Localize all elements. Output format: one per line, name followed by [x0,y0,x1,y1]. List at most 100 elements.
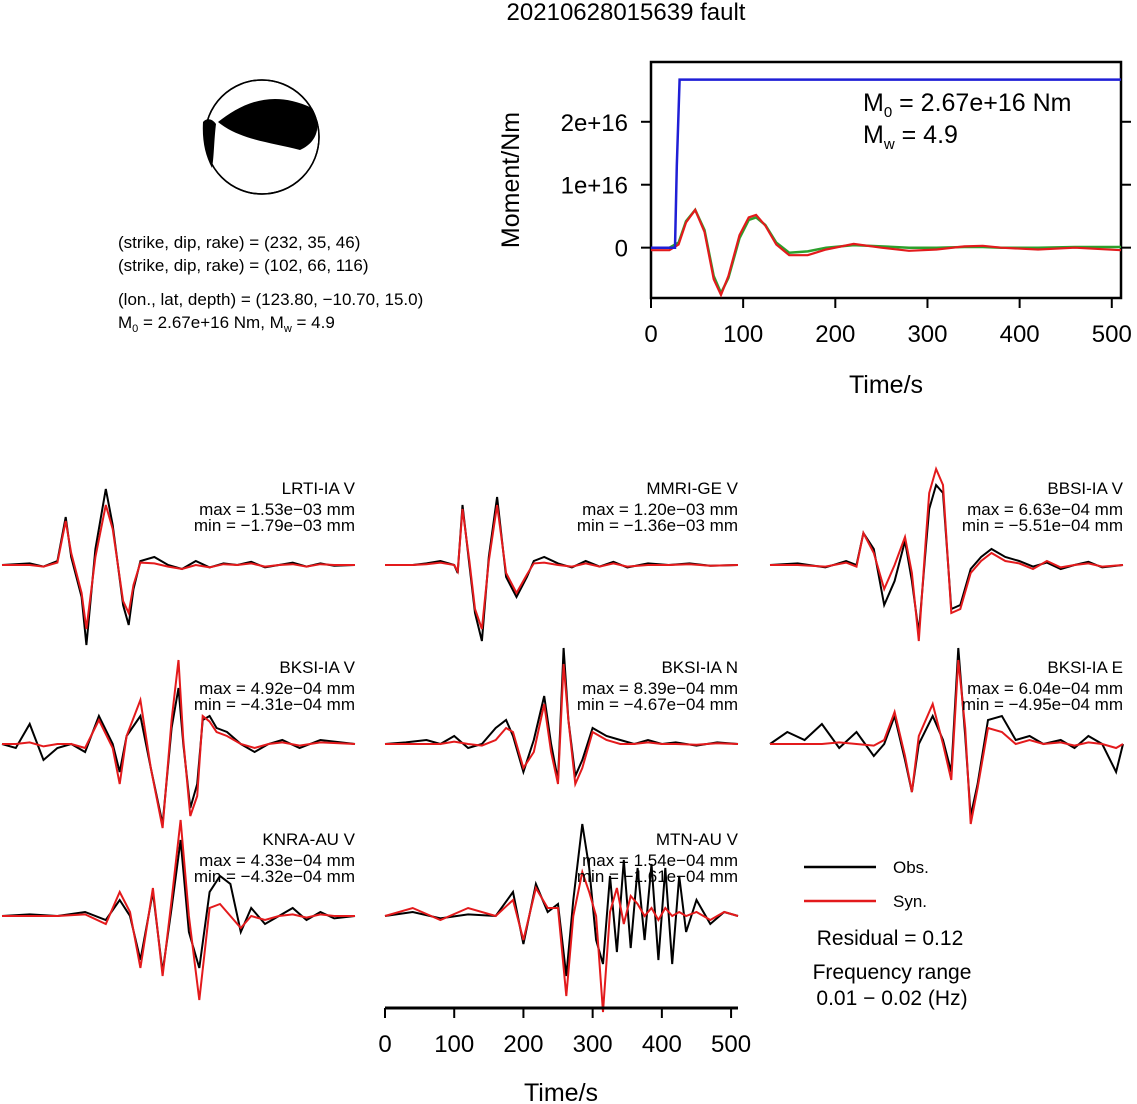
moment-m0-annotation: M0 = 2.67e+16 Nm [863,89,1071,121]
station-min: min = −1.61e−04 mm [577,867,738,886]
station-min: min = −4.67e−04 mm [577,695,738,714]
moment-xtick-label: 400 [1000,321,1040,348]
moment-ytick-label: 0 [615,236,628,263]
residual-text: Residual = 0.12 [817,927,964,950]
station-name: MMRI-GE V [646,479,738,498]
time-axis-tick-label: 100 [434,1031,474,1058]
moment-rate-synthetic-line [651,207,1122,298]
legend-obs-label: Obs. [893,858,929,877]
time-axis-tick-label: 500 [711,1031,751,1058]
cumulative-moment-line [651,78,1121,249]
synthetic-waveform [770,659,1124,825]
moment-xtick-label: 300 [907,321,947,348]
synthetic-waveform [384,868,739,1013]
synthetic-waveform [770,466,1124,642]
station-min: min = −4.95e−04 mm [962,695,1123,714]
magnitude-line: M0 = 2.67e+16 Nm, Mw = 4.9 [118,313,335,335]
time-axis-tick-label: 400 [642,1031,682,1058]
synthetic-waveform [2,504,355,630]
station-name: BKSI-IA V [279,658,355,677]
synthetic-waveform [385,504,739,630]
station-min: min = −4.31e−04 mm [194,695,355,714]
location-line: (lon., lat, depth) = (123.80, −10.70, 15… [118,290,423,309]
mechanism-info: (strike, dip, rake) = (232, 35, 46) (str… [118,233,423,335]
m0-subscript: 0 [132,323,138,335]
mw-value: = 4.9 [292,313,335,332]
station-max: max = 1.54e−04 mm [582,851,738,870]
beachball-compressional-sliver [202,119,216,168]
beachball [202,79,320,195]
station-min: min = −1.79e−03 mm [194,516,355,535]
annot-m0-symbol: M [863,89,884,117]
synthetic-waveform [385,663,739,788]
frequency-title: Frequency range [813,961,972,984]
moment-xtick-label: 100 [723,321,763,348]
moment-panel-frame [649,60,1123,300]
moment-ylabel: Moment/Nm [497,112,525,248]
moment-ytick-label: 2e+16 [561,110,628,137]
beachball-border [204,79,320,195]
station-min: min = −1.36e−03 mm [577,516,738,535]
beachball-compressional-quadrant [218,98,318,150]
station-max: max = 6.04e−04 mm [967,679,1123,698]
time-axis-ticks: 0 100 200 300 400 500 [378,1008,751,1058]
time-axis-tick-label: 200 [503,1031,543,1058]
synthetic-waveform [2,659,356,829]
m0-symbol: M [118,313,132,332]
time-axis-tick-label: 0 [378,1031,391,1058]
moment-rate-observed-line [651,207,1121,296]
moment-curves [651,78,1122,298]
station-name: BKSI-IA E [1047,658,1123,677]
station-name: BKSI-IA N [661,658,738,677]
annot-mw-value: = 4.9 [895,121,958,149]
mechanism-line-2: (strike, dip, rake) = (102, 66, 116) [118,256,369,275]
station-min: min = −4.32e−04 mm [194,867,355,886]
m0-value: = 2.67e+16 Nm, M [138,313,284,332]
station-min: min = −5.51e−04 mm [962,516,1123,535]
station-max: max = 4.33e−04 mm [199,851,355,870]
legend-syn-label: Syn. [893,892,927,911]
moment-function-panel: 0 1e+16 2e+16 0 100 200 300 400 500 Moment/Nm T… [497,60,1132,399]
station-max: max = 4.92e−04 mm [199,679,355,698]
station-name: LRTI-IA V [282,479,356,498]
moment-xtick-label: 200 [815,321,855,348]
station-max: max = 1.53e−03 mm [199,500,355,519]
observed-waveform [384,823,739,977]
station-max: max = 6.63e−04 mm [967,500,1123,519]
annot-m0-subscript: 0 [884,104,892,121]
figure-title: 20210628015639 fault [507,0,746,26]
annot-mw-symbol: M [863,121,884,149]
mw-subscript: w [283,323,292,335]
moment-mw-annotation: Mw = 4.9 [863,121,958,153]
moment-xtick-label: 0 [644,321,657,348]
synthetic-waveform [2,819,355,1001]
station-max: max = 1.20e−03 mm [582,500,738,519]
frequency-value: 0.01 − 0.02 (Hz) [816,987,967,1010]
moment-ytick-label: 1e+16 [561,173,628,200]
mechanism-line-1: (strike, dip, rake) = (232, 35, 46) [118,233,360,252]
moment-xlabel: Time/s [849,371,923,399]
waveform-time-axis: 0 100 200 300 400 500 Time/s [378,1006,751,1104]
moment-x-axis: 0 100 200 300 400 500 [644,298,1132,348]
time-axis-label: Time/s [524,1079,598,1104]
moment-xtick-label: 500 [1092,321,1132,348]
station-name: KNRA-AU V [262,830,355,849]
moment-y-axis: 0 1e+16 2e+16 [561,110,1131,263]
annot-mw-subscript: w [883,136,895,153]
legend: Obs. Syn. Residual = 0.12 Frequency rang… [804,858,971,1010]
station-name: MTN-AU V [656,830,739,849]
station-max: max = 8.39e−04 mm [582,679,738,698]
time-axis-tick-label: 300 [573,1031,613,1058]
station-name: BBSI-IA V [1047,479,1123,498]
annot-m0-value: = 2.67e+16 Nm [892,89,1071,117]
